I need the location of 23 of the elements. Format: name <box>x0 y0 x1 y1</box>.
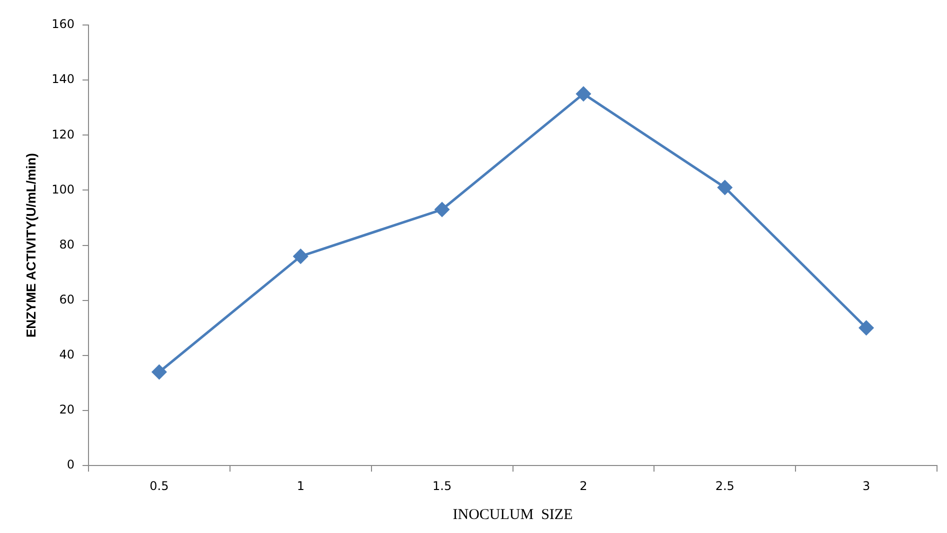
point <box>293 249 308 264</box>
y-tick-label: 60 <box>59 292 75 306</box>
y-tick-label: 120 <box>52 127 75 142</box>
point <box>576 86 591 102</box>
point <box>859 320 874 336</box>
y-tick-label: 0 <box>66 458 75 472</box>
x-tick-label: 2.5 <box>715 478 734 493</box>
y-tick-label: 160 <box>52 17 75 32</box>
point <box>718 180 732 195</box>
y-tick-label: 140 <box>52 72 75 86</box>
point <box>152 364 166 380</box>
y-tick-label: 80 <box>59 237 75 252</box>
x-tick-label: 2 <box>580 478 588 493</box>
x-tick-label: 0.5 <box>150 478 169 493</box>
y-tick-label: 100 <box>52 182 75 196</box>
x-tick-label: 1.5 <box>432 478 452 493</box>
y-tick-label: 20 <box>59 402 75 417</box>
y-tick-label: 40 <box>59 348 75 362</box>
x-axis-title: INOCULUM SIZE <box>452 506 573 523</box>
y-axis-title: ENZYME ACTIVITY(U/mL/min) <box>23 153 38 338</box>
point <box>434 202 450 217</box>
x-tick-label: 1 <box>296 478 304 493</box>
x-tick-label: 3 <box>862 478 870 493</box>
